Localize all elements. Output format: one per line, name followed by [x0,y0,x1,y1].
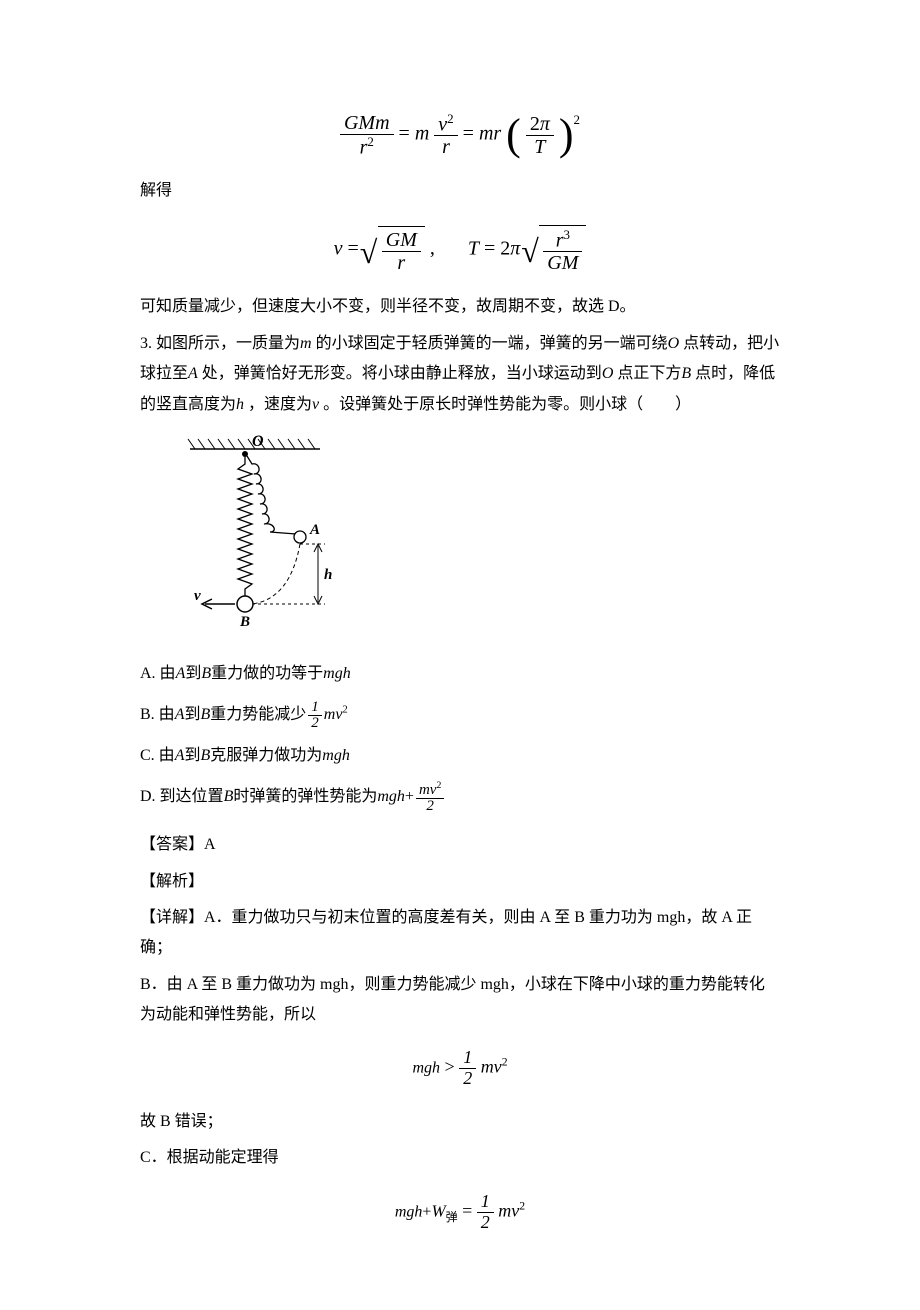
ineq-tail: mv [481,1057,502,1077]
svg-text:A: A [309,522,320,538]
eqc-lhs: mgh [395,1203,423,1220]
sym-h: h [236,396,244,413]
detail-c: C．根据动能定理得 [140,1143,780,1173]
q3-seg1: 3. 如图所示，一质量为 [140,335,300,352]
text-conclusion-d: 可知质量减少，但速度大小不变，则半径不变，故周期不变，故选 D。 [140,292,780,322]
eqc-den: 2 [477,1213,494,1233]
eqc-tail: mv [498,1200,519,1220]
choice-b: B. 由 A 到 B 重力势能减少 1 2 mv2 [140,700,780,731]
q3-seg8: 。设弹簧处于原长时弹性势能为零。则小球（ ） [323,396,691,413]
sym-O2: O [602,365,614,382]
sym-m: m [300,335,312,352]
q3-seg2: 的小球固定于轻质弹簧的一端，弹簧的另一端可绕 [316,335,668,352]
choice-b-text: 重力势能减少 [210,700,306,730]
letter-c-from: A [175,741,185,771]
choice-b-num: 1 [308,700,322,716]
ineq-num: 1 [459,1048,476,1069]
letter-b-to: B [200,700,210,730]
svg-text:B: B [239,614,250,630]
ineq-gt: > [445,1057,455,1077]
choice-a-text: 重力做的功等于 [211,659,323,689]
choice-a-expr: mgh [323,659,351,689]
letter-a-to: B [201,659,211,689]
letter-b-from: A [175,700,185,730]
detail-b-wrong: 故 B 错误； [140,1107,780,1137]
choice-c: C. 由 A 到 B 克服弹力做功为 mgh [140,741,780,771]
ineq-den: 2 [459,1069,476,1089]
choice-d-den: 2 [416,799,444,814]
equation-vt: v = GMr , T = 2π r3GM [140,225,780,275]
q3-seg7: ，速度为 [248,396,312,413]
q3-seg5: 点正下方 [617,365,681,382]
choice-c-mid: 到 [184,741,200,771]
choice-d-text: 时弹簧的弹性势能为 [233,782,377,812]
svg-text:h: h [324,567,332,583]
choice-d-lead: D. 到达位置 [140,782,224,812]
choice-d-mv: mv [419,782,437,798]
detail-b: B．由 A 至 B 重力做功为 mgh，则重力势能减少 mgh，小球在下降中小球… [140,970,780,1031]
svg-text:v: v [194,588,201,604]
letter-d-pos: B [224,782,234,812]
equation-energy: mgh+W弹 = 12 mv2 [140,1192,780,1233]
choice-d-frac: mv2 2 [416,781,444,814]
sym-O1: O [668,335,680,352]
eqc-w: W [431,1201,445,1220]
equation-gmm: GMmr2 = m v2r = mr ( 2πT )2 [140,108,780,158]
svg-text:O: O [252,434,264,450]
q3-text: 3. 如图所示，一质量为m 的小球固定于轻质弹簧的一端，弹簧的另一端可绕O 点转… [140,329,780,420]
q3-seg4: 处，弹簧恰好无形变。将小球由静止释放，当小球运动到 [202,365,602,382]
choice-b-tail: mv2 [324,700,348,730]
sym-A1: A [188,365,198,382]
text-solve: 解得 [140,176,780,206]
choice-d-expr1: mgh [377,782,405,812]
choice-a: A. 由 A 到 B 重力做的功等于 mgh [140,659,780,689]
detail-a: 【详解】A．重力做功只与初末位置的高度差有关，则由 A 至 B 重力功为 mgh… [140,903,780,964]
eqc-sub: 弹 [446,1210,458,1224]
choice-c-lead: C. 由 [140,741,175,771]
letter-c-to: B [200,741,210,771]
inequality-mgh: mgh > 12 mv2 [140,1048,780,1089]
spring-diagram: O A h B v [150,434,780,645]
choice-d-plus: + [405,782,414,812]
answer-line: 【答案】A [140,830,780,860]
sym-v: v [312,396,319,413]
eqc-num: 1 [477,1192,494,1213]
choice-b-frac: 1 2 [308,700,322,731]
sym-B1: B [681,365,691,382]
eqc-eq: = [462,1200,472,1220]
choice-a-mid: 到 [185,659,201,689]
choice-b-mv: mv [324,706,343,723]
choice-b-mid: 到 [184,700,200,730]
choice-d-num: mv2 [416,781,444,799]
choice-d: D. 到达位置 B 时弹簧的弹性势能为 mgh + mv2 2 [140,781,780,814]
letter-a-from: A [176,659,186,689]
choice-b-lead: B. 由 [140,700,175,730]
analysis-label: 【解析】 [140,867,780,897]
choice-a-lead: A. 由 [140,659,176,689]
choice-c-expr: mgh [322,741,350,771]
choice-c-text: 克服弹力做功为 [210,741,322,771]
choice-b-den: 2 [308,716,322,731]
ineq-lhs: mgh [412,1060,440,1077]
